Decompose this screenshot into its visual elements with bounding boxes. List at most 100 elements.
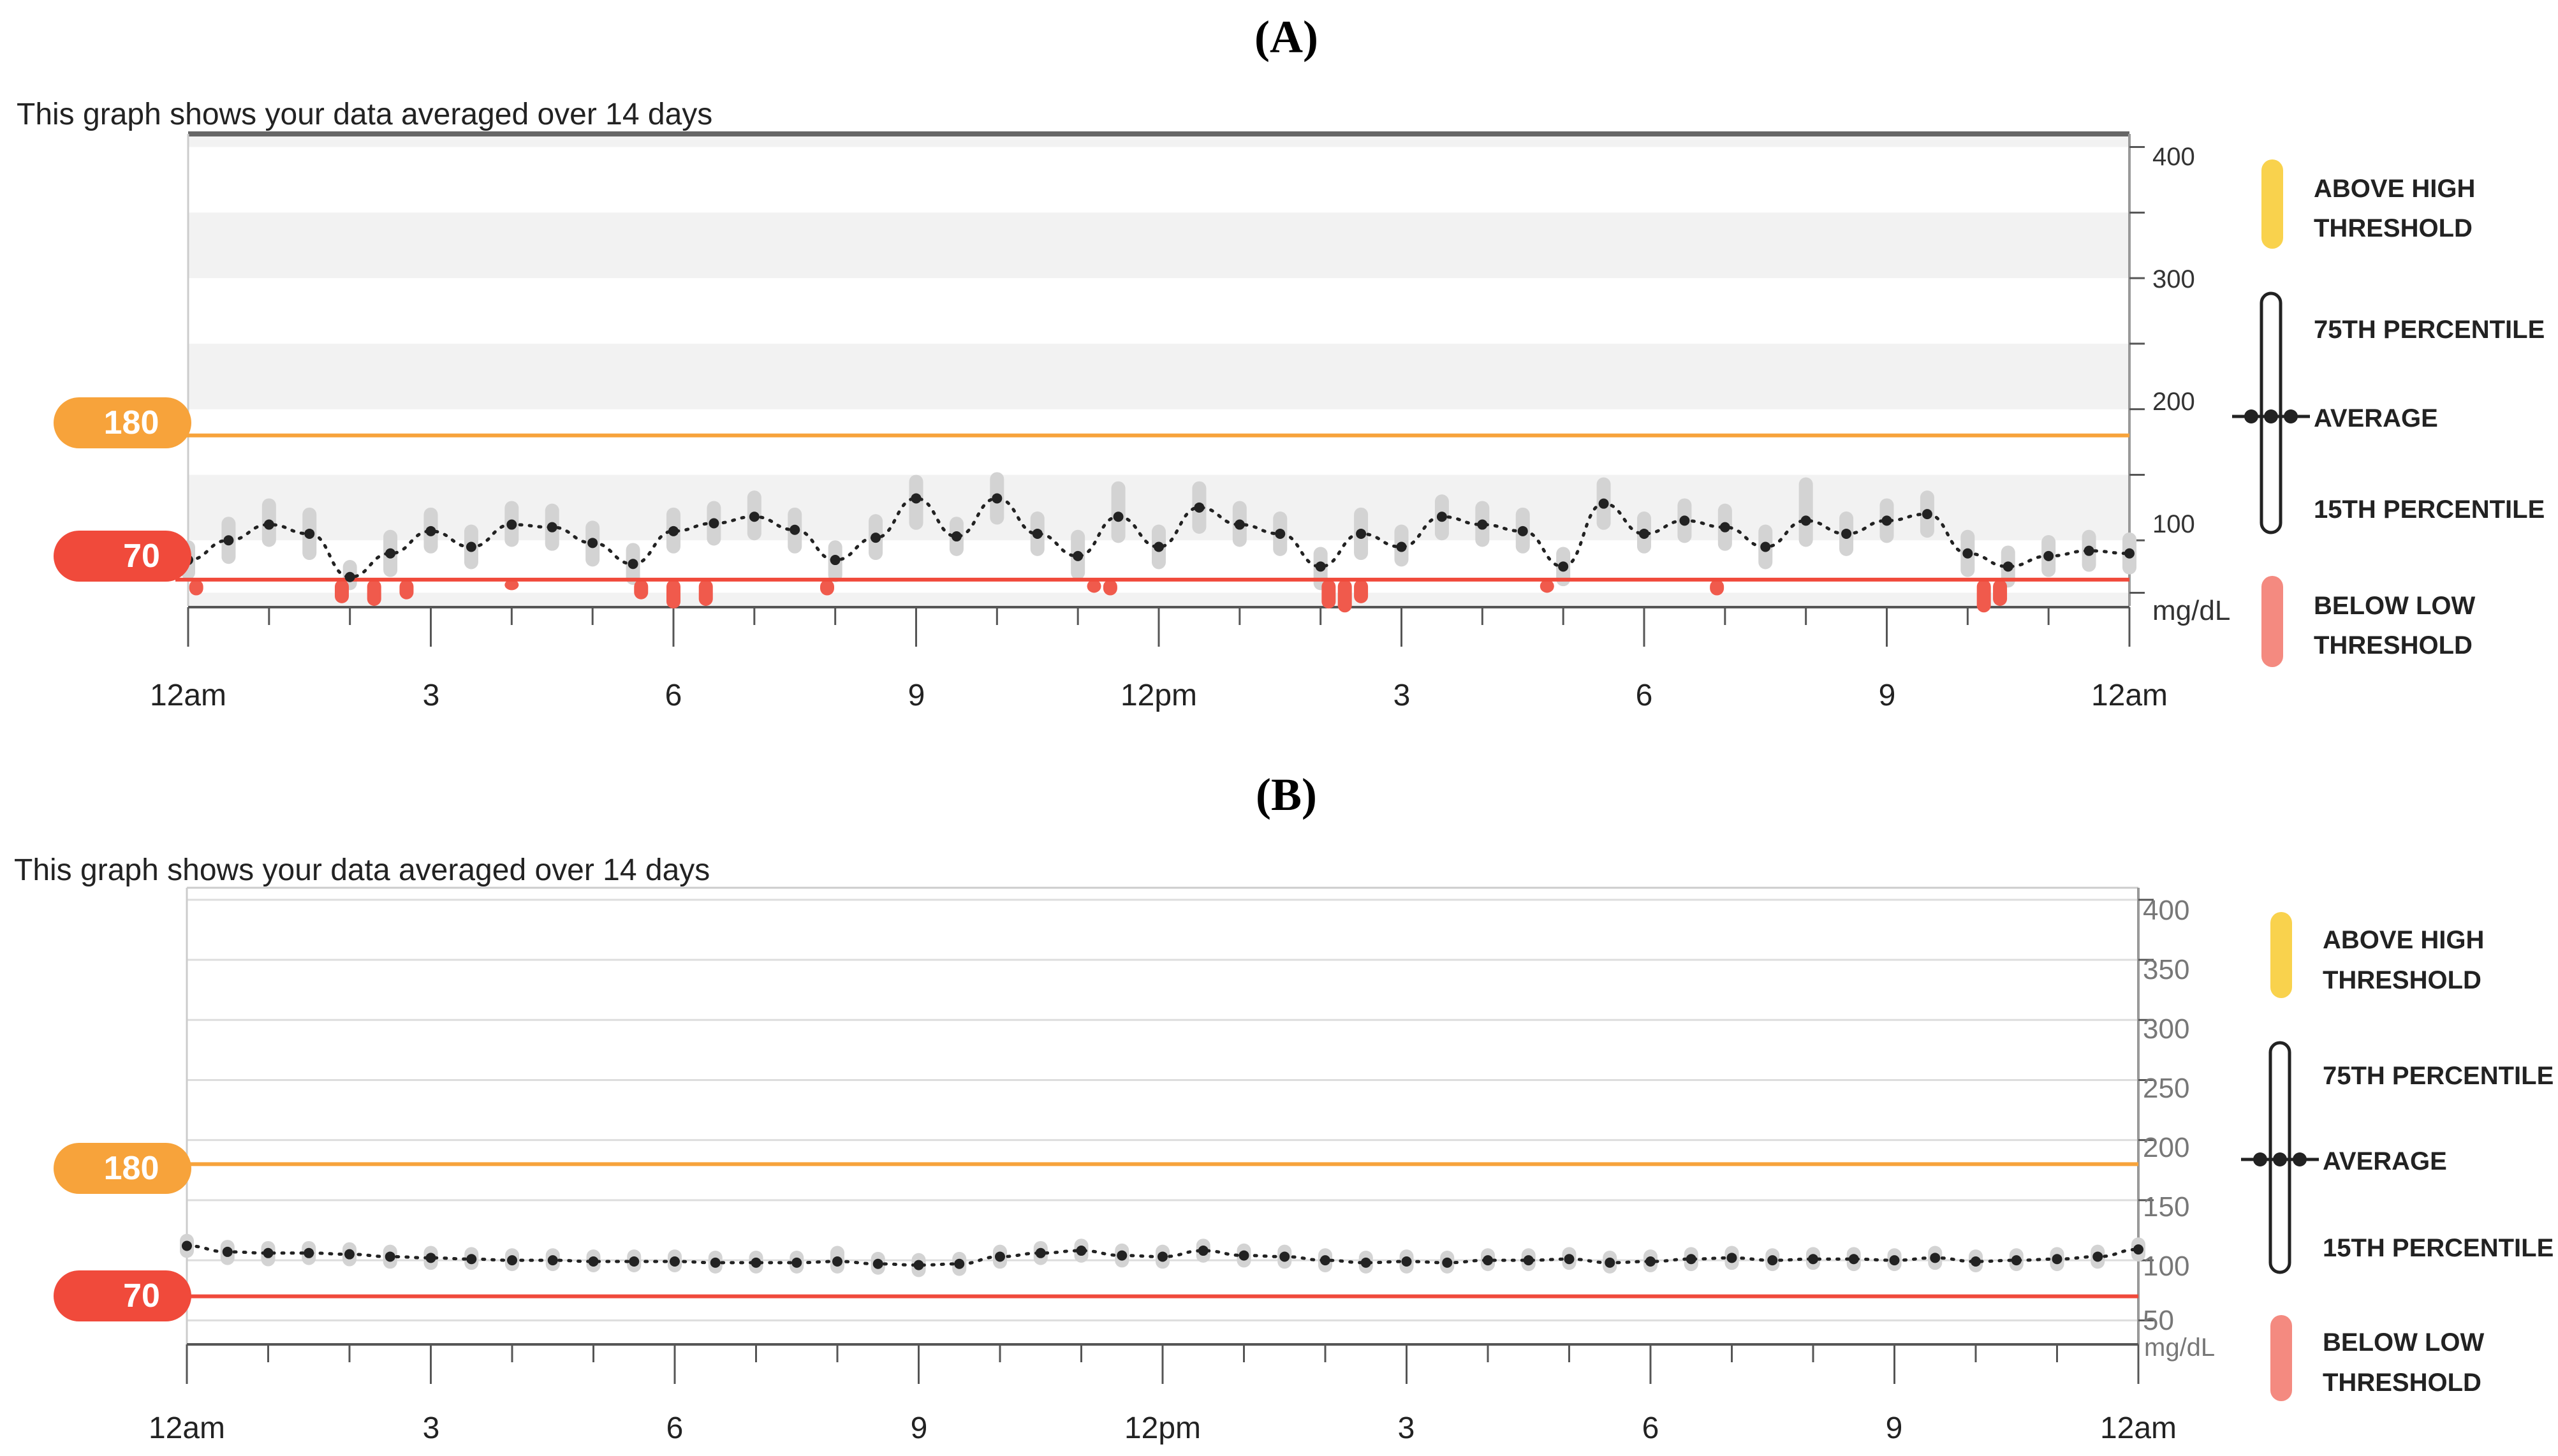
panel-a-average-point <box>1841 528 1852 539</box>
panel-b-average-point <box>1401 1256 1412 1267</box>
panel-a-average-point <box>830 555 841 566</box>
panel-a-y-tick-label: 300 <box>2152 265 2195 293</box>
panel-a-average-point <box>263 519 274 530</box>
average-dot <box>2293 1152 2307 1166</box>
panel-a-label: (A) <box>1254 11 1318 63</box>
panel-a-average-point <box>1558 561 1569 572</box>
panel-a-average-point <box>1922 509 1932 520</box>
panel-a-below-low-bar <box>634 579 649 599</box>
panel-a-average-point <box>2084 545 2094 556</box>
panel-b-label: (B) <box>1256 769 1317 820</box>
panel-b-x-tick-label: 9 <box>911 1411 928 1445</box>
panel-b-average-point <box>954 1258 965 1269</box>
panel-b-average-point <box>385 1251 395 1262</box>
panel-a-average-point <box>911 493 922 504</box>
average-dot <box>2253 1152 2267 1166</box>
legend-below-low-line2: THRESHOLD <box>2314 631 2473 659</box>
panel-b-average-point <box>1971 1256 1981 1267</box>
panel-a-x-tick-label: 9 <box>1879 679 1896 712</box>
panel-b-y-tick-label: 200 <box>2143 1132 2189 1163</box>
panel-b-y-tick-label: 400 <box>2143 895 2189 926</box>
panel-a-below-low-bar <box>1087 579 1101 593</box>
panel-a-average-point <box>587 538 598 548</box>
average-dot <box>2273 1152 2287 1166</box>
panel-a-below-low-bar <box>820 579 834 596</box>
panel-b-average-point <box>1808 1254 1818 1265</box>
panel-a-y-tick-label: 400 <box>2152 143 2195 171</box>
panel-b-average-point <box>710 1257 721 1268</box>
panel-b-y-tick-label: 250 <box>2143 1073 2189 1104</box>
panel-b-average-point <box>670 1256 680 1267</box>
panel-a-below-low-bar <box>1710 579 1724 596</box>
panel-b-average-point <box>1158 1251 1168 1262</box>
panel-a-x-axis: 12am 3 6 9 12pm 3 6 9 12am <box>150 679 2168 712</box>
panel-a-average-point <box>2043 550 2054 561</box>
panel-b-average-point <box>1483 1255 1493 1266</box>
panel-a-average-point <box>1032 528 1043 539</box>
panel-b-average-point <box>2092 1251 2103 1262</box>
panel-a-average-point <box>1356 528 1367 539</box>
panel-b-average-point <box>1930 1253 1941 1263</box>
panel-b-y-tick-label: 100 <box>2143 1251 2189 1282</box>
panel-a-below-low-bar <box>367 579 381 606</box>
panel-a-y-axis: 400 300 200 100 mg/dL <box>2152 143 2230 626</box>
panel-b-average-point <box>466 1254 477 1265</box>
panel-b-x-tick-label: 6 <box>1642 1411 1659 1445</box>
legend-above-high-line2: THRESHOLD <box>2314 214 2473 242</box>
panel-a-below-low-bar <box>504 579 519 591</box>
panel-b-average-point <box>588 1256 599 1267</box>
panel-b-average-point <box>1564 1254 1575 1265</box>
panel-a-percentile-bar <box>1798 477 1813 547</box>
legend-average: AVERAGE <box>2323 1147 2447 1175</box>
panel-a-average-point <box>1275 528 1286 539</box>
panel-a-low-badge-label: 70 <box>123 538 160 575</box>
panel-a-average-point <box>628 559 638 570</box>
panel-a-average-point <box>1436 511 1447 522</box>
panel-b-average-point <box>1279 1251 1290 1262</box>
panel-b-average-point <box>1645 1256 1656 1267</box>
panel-a-average-point <box>1234 519 1245 530</box>
panel-b-low-badge <box>54 1270 191 1321</box>
panel-b-x-axis: 12am 3 6 9 12pm 3 6 9 12am <box>149 1411 2177 1445</box>
panel-a-average-point <box>668 526 679 536</box>
panel-a-average-point <box>1477 519 1488 530</box>
panel-b-average-point <box>1726 1253 1737 1263</box>
panel-a-y-tick-label: 100 <box>2152 510 2195 538</box>
panel-a-plot <box>175 131 2145 647</box>
panel-b-x-tick-label: 3 <box>1398 1411 1415 1445</box>
panel-b-average-point <box>2011 1255 2022 1266</box>
panel-b-average-point <box>1198 1246 1209 1256</box>
panel-b-y-tick-label: 50 <box>2143 1305 2174 1336</box>
panel-b-average-point <box>913 1260 924 1270</box>
panel-a-average-point <box>425 526 436 536</box>
panel-a-title: This graph shows your data averaged over… <box>17 98 712 131</box>
panel-b-average-point <box>2052 1254 2062 1265</box>
panel-a-below-low-bar <box>1993 579 2008 606</box>
panel-a-x-tick-label: 6 <box>665 679 682 712</box>
panel-a-average-point <box>304 528 315 539</box>
panel-a-average-point <box>344 571 355 582</box>
legend-below-low-line1: BELOW LOW <box>2314 592 2476 620</box>
legend-p15: 15TH PERCENTILE <box>2314 496 2545 524</box>
panel-a-below-low-bar <box>666 579 680 609</box>
panel-b-average-point <box>1360 1257 1371 1268</box>
panel-b-plot <box>174 886 2154 1384</box>
panel-b-y-axis: 400 350 300 250 200 150 100 50 mg/dL <box>2143 895 2215 1362</box>
panel-b-legend: ABOVE HIGH THRESHOLD 75TH PERCENTILE AVE… <box>2241 912 2554 1401</box>
panel-a-below-low-bar <box>1337 579 1352 613</box>
legend-p75: 75TH PERCENTILE <box>2323 1062 2554 1090</box>
panel-a-below-low-bar <box>1321 579 1336 609</box>
legend-average: AVERAGE <box>2314 404 2438 432</box>
panel-a-x-tick-label: 9 <box>908 679 925 712</box>
panel-a-unit-label: mg/dL <box>2152 595 2230 626</box>
panel-a-average-point <box>1154 541 1164 552</box>
panel-b-x-tick-label: 12pm <box>1124 1411 1201 1445</box>
legend-above-high-line2: THRESHOLD <box>2323 966 2481 994</box>
panel-a-average-point <box>1315 561 1326 572</box>
panel-a-x-tick-label: 12am <box>150 679 226 712</box>
panel-b-average-point <box>222 1246 233 1257</box>
panel-b-average-point <box>1767 1255 1778 1266</box>
panel-a-average-point <box>547 522 557 533</box>
panel-a-average-point <box>2003 561 2013 572</box>
